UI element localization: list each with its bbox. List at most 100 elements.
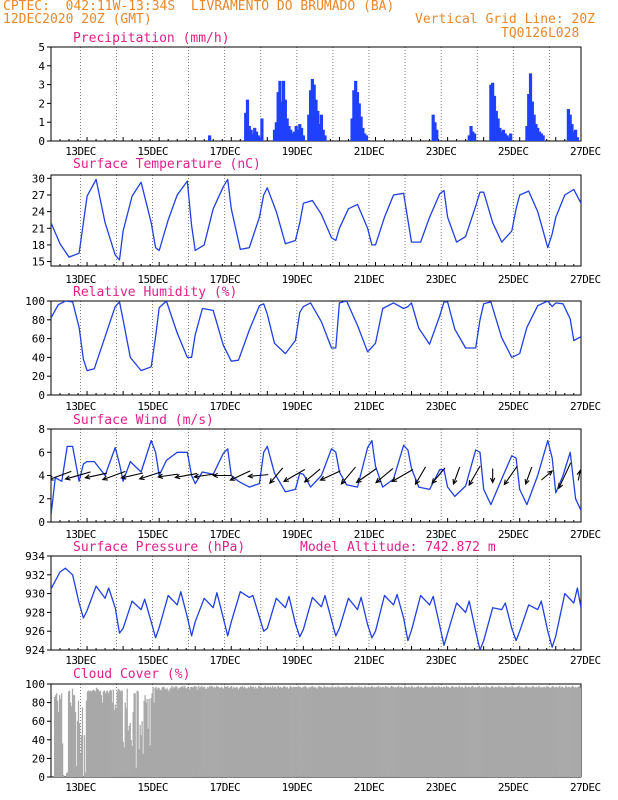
cloud-bar bbox=[303, 686, 305, 777]
cloud-ytick-label: 80 bbox=[32, 697, 45, 710]
rh-ytick-label: 0 bbox=[38, 389, 45, 402]
cloud-bar bbox=[110, 690, 112, 777]
cloud-bar bbox=[574, 687, 576, 777]
cloud-bar bbox=[205, 688, 207, 777]
cloud-bar bbox=[560, 687, 562, 777]
cloud-bar bbox=[487, 686, 489, 777]
wind-xtick-label: 21DEC bbox=[354, 528, 385, 541]
cloud-bar bbox=[107, 693, 109, 777]
cloud-bar bbox=[345, 685, 347, 777]
precip-bar bbox=[492, 95, 497, 141]
cloud-bar bbox=[471, 685, 473, 777]
precip-bar bbox=[501, 129, 506, 141]
wind-arrow bbox=[468, 465, 481, 486]
cloud-bar bbox=[406, 687, 409, 777]
cloud-bar bbox=[176, 686, 178, 777]
cloud-bar bbox=[139, 724, 141, 777]
cloud-bar bbox=[358, 685, 360, 777]
wind-arrow bbox=[175, 473, 198, 478]
cloud-bar bbox=[112, 689, 114, 777]
precip-bar bbox=[294, 125, 298, 141]
cloud-bar bbox=[195, 686, 197, 777]
precip-bar bbox=[498, 127, 502, 141]
temp-ytick-label: 24 bbox=[32, 206, 46, 219]
cloud-bar bbox=[224, 685, 226, 777]
cloud-title: Cloud Cover (%) bbox=[73, 667, 190, 682]
cloud-bar bbox=[129, 723, 131, 777]
rh-ytick-label: 80 bbox=[32, 314, 45, 327]
cloud-bar bbox=[523, 687, 525, 777]
cloud-bar bbox=[426, 686, 429, 777]
cloud-bar bbox=[566, 686, 568, 777]
cloud-bar bbox=[187, 686, 189, 777]
cloud-bar bbox=[344, 687, 346, 777]
cloud-bar bbox=[359, 687, 361, 777]
precip-bar bbox=[494, 110, 498, 141]
precip-bar bbox=[537, 131, 542, 141]
pressure-xtick-label: 27DEC bbox=[570, 654, 601, 667]
cloud-bar bbox=[145, 702, 147, 777]
cloud-bar bbox=[152, 686, 154, 777]
cloud-bar bbox=[482, 686, 484, 777]
cloud-bar bbox=[237, 689, 240, 777]
precip-bar bbox=[489, 84, 493, 141]
cloud-bar bbox=[278, 687, 281, 777]
temp-xtick-label: 19DEC bbox=[282, 273, 313, 286]
cloud-bar bbox=[340, 686, 342, 777]
cloud-bar bbox=[148, 698, 150, 777]
wind-arrow-head bbox=[431, 478, 437, 485]
cloud-bar bbox=[242, 687, 245, 777]
cloud-bar bbox=[387, 686, 389, 777]
cloud-bar bbox=[238, 687, 241, 777]
cloud-bar bbox=[416, 686, 419, 777]
cloud-bar bbox=[288, 687, 290, 777]
wind-arrow-head bbox=[503, 479, 510, 486]
cloud-bar bbox=[214, 686, 216, 777]
temp-plot-area bbox=[51, 178, 581, 261]
rh-ytick-label: 100 bbox=[25, 295, 45, 308]
cloud-bar bbox=[76, 721, 79, 777]
cloud-bar bbox=[413, 686, 416, 777]
cloud-bar bbox=[496, 687, 498, 777]
cloud-bar bbox=[55, 693, 58, 777]
cloud-bar bbox=[98, 691, 101, 777]
cloud-bar bbox=[81, 707, 84, 777]
cloud-bar bbox=[212, 686, 214, 777]
cloud-bar bbox=[571, 686, 573, 777]
cloud-bar bbox=[515, 687, 517, 777]
cloud-bar bbox=[405, 686, 408, 777]
cloud-bar bbox=[153, 702, 155, 777]
precip-bar bbox=[507, 137, 511, 141]
cloud-bar bbox=[313, 687, 315, 777]
cloud-bar bbox=[270, 687, 273, 777]
header-station-line: CPTEC: 042:11W-13:34S LIVRAMENTO DO BRUM… bbox=[3, 0, 395, 14]
cloud-bar bbox=[203, 686, 205, 777]
cloud-bar bbox=[321, 687, 323, 777]
precip-bar bbox=[251, 133, 255, 141]
cloud-bar bbox=[170, 687, 172, 777]
pressure-xtick-label: 17DEC bbox=[209, 654, 240, 667]
cloud-bar bbox=[395, 686, 397, 777]
cloud-bar bbox=[531, 686, 533, 777]
cloud-bar bbox=[355, 686, 357, 777]
cloud-bar bbox=[378, 685, 380, 777]
wind-arrow bbox=[85, 472, 107, 479]
precip-bar bbox=[534, 124, 538, 141]
wind-arrow-head bbox=[138, 475, 145, 481]
precip-bar bbox=[496, 118, 500, 141]
cloud-bar bbox=[276, 686, 279, 777]
cloud-bar bbox=[305, 686, 307, 777]
cloud-bar bbox=[555, 686, 557, 777]
cloud-bar bbox=[564, 687, 566, 777]
cloud-bar bbox=[218, 686, 220, 777]
precip-bar bbox=[319, 114, 324, 141]
cloud-bar bbox=[431, 685, 434, 777]
cloud-bar bbox=[151, 693, 153, 777]
cloud-bar bbox=[360, 686, 362, 777]
cloud-bar bbox=[528, 687, 530, 777]
cloud-bar bbox=[436, 687, 439, 777]
cloud-bar bbox=[407, 686, 410, 777]
cloud-bar bbox=[296, 687, 298, 777]
cloud-bar bbox=[307, 688, 309, 777]
wind-arrow-head bbox=[576, 469, 581, 476]
